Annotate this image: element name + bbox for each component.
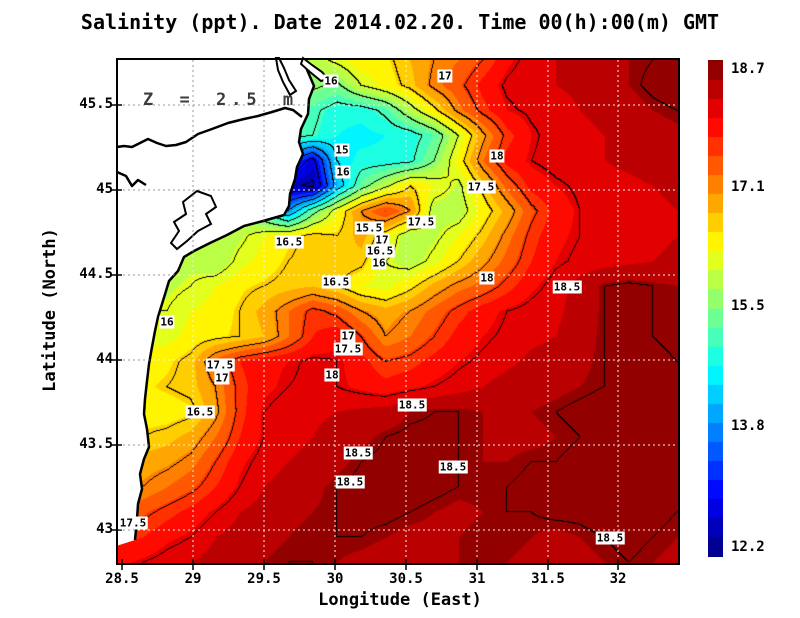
x-tick-label: 32 bbox=[609, 571, 627, 587]
plot-frame bbox=[116, 58, 680, 565]
x-tick-label: 29 bbox=[184, 571, 202, 587]
contour-label: 16 bbox=[371, 256, 387, 270]
contour-label: 16 bbox=[159, 315, 175, 329]
x-tick-label: 31.5 bbox=[531, 571, 565, 587]
y-tick-label: 45 bbox=[96, 181, 113, 197]
y-tick-label: 43.5 bbox=[79, 436, 113, 452]
contour-label: 17 bbox=[437, 69, 453, 83]
contour-label: 17.5 bbox=[118, 516, 148, 530]
contour-label: 17 bbox=[374, 233, 390, 247]
y-tick-label: 45.5 bbox=[79, 96, 113, 112]
colorbar-tick-label: 15.5 bbox=[731, 298, 765, 314]
contour-label: 18.5 bbox=[552, 280, 582, 294]
contour-label: 17 bbox=[214, 371, 230, 385]
contour-label: 17.5 bbox=[333, 342, 363, 356]
contour-label: 18 bbox=[479, 271, 495, 285]
contour-label: 16.5 bbox=[274, 235, 304, 249]
x-tick-label: 30 bbox=[326, 571, 344, 587]
contour-label: 16.5 bbox=[185, 405, 215, 419]
contour-label: 15 bbox=[334, 143, 350, 157]
colorbar-canvas bbox=[708, 60, 723, 557]
colorbar-tick-label: 18.7 bbox=[731, 61, 765, 77]
x-tick-label: 31 bbox=[468, 571, 486, 587]
contour-label: 17.5 bbox=[406, 215, 436, 229]
contour-label: 16.5 bbox=[365, 244, 395, 258]
contour-label: 18 bbox=[489, 149, 505, 163]
contour-label: 18.5 bbox=[343, 446, 373, 460]
contour-label: 17.5 bbox=[205, 358, 235, 372]
contour-label: 16.5 bbox=[321, 275, 351, 289]
y-tick-label: 43 bbox=[96, 521, 113, 537]
contour-label: 16 bbox=[323, 74, 339, 88]
contour-label: 17 bbox=[340, 329, 356, 343]
contour-label: 16 bbox=[335, 165, 351, 179]
y-axis-label-wrap: Latitude (North) bbox=[30, 160, 70, 460]
x-tick-label: 29.5 bbox=[247, 571, 281, 587]
colorbar-tick-label: 17.1 bbox=[731, 179, 765, 195]
depth-annotation: Z = 2.5 m bbox=[143, 90, 299, 110]
x-tick-label: 28.5 bbox=[105, 571, 139, 587]
contour-label: 18.5 bbox=[595, 531, 625, 545]
contour-label: 15.5 bbox=[354, 221, 384, 235]
y-tick-label: 44.5 bbox=[79, 266, 113, 282]
contour-label: 18 bbox=[324, 368, 340, 382]
x-axis-label: Longitude (East) bbox=[318, 590, 482, 610]
colorbar-tick-label: 12.2 bbox=[731, 539, 765, 555]
contour-label: 17.5 bbox=[466, 180, 496, 194]
y-axis-label: Latitude (North) bbox=[40, 228, 61, 392]
y-tick-label: 44 bbox=[96, 351, 113, 367]
contour-label: 18.5 bbox=[335, 475, 365, 489]
x-tick-label: 30.5 bbox=[389, 571, 423, 587]
colorbar-tick-label: 13.8 bbox=[731, 418, 765, 434]
contour-label: 18.5 bbox=[397, 398, 427, 412]
figure-title: Salinity (ppt). Date 2014.02.20. Time 00… bbox=[80, 10, 720, 34]
contour-label: 18.5 bbox=[438, 460, 468, 474]
